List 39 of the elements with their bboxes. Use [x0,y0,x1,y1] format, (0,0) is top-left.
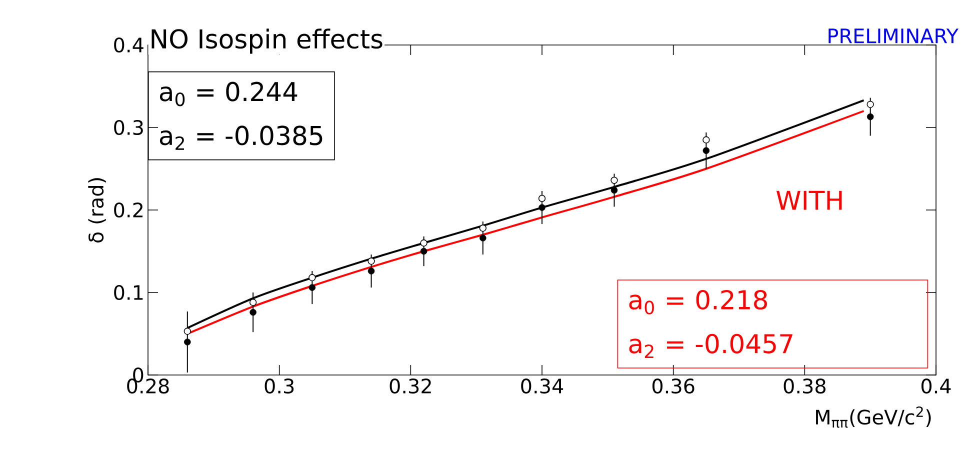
text: PRELIMINARY [828,28,959,44]
point [368,268,375,274]
point [610,176,618,184]
point [308,274,316,282]
point [610,186,618,194]
point [184,338,191,346]
point [480,234,486,242]
point [702,136,710,144]
annotation: a$_{2}$ = -0.0385 [160,126,322,150]
point [866,100,874,108]
point [420,239,428,247]
annotation: WITH [776,190,842,210]
y-axis-title: δ (rad) [88,178,106,242]
x-tick-label: 0.32 [390,378,431,394]
x-axis-title: M$_{ππ}$(GeV/c$^{2}$) [816,406,931,428]
annotation: a$_{0}$ = 0.218 [629,290,767,314]
point [250,308,256,316]
point [479,224,486,232]
point [538,194,546,202]
point [184,328,191,335]
x-tick-label: 0.34 [521,378,564,394]
point [538,204,546,211]
point [308,284,316,291]
point [866,113,874,120]
point [420,248,428,255]
y-tick-label: 0.3 [114,120,143,136]
point [368,258,375,265]
annotation: a$_{0}$ = 0.244 [160,82,298,106]
point [249,298,257,306]
x-tick-label: 0.3 [264,378,294,394]
y-tick-label: 0.2 [114,202,142,218]
x-tick-label: 0.36 [652,378,694,394]
chart-title: NO Isospin effects [152,28,382,54]
point [702,147,710,154]
annotation: a$_{2}$ = -0.0457 [629,334,792,358]
y-tick-label: 0.4 [114,37,144,53]
x-tick-label: 0.38 [784,378,826,394]
y-tick-label: 0.1 [114,284,143,300]
x-tick-label: 0.4 [921,378,951,394]
